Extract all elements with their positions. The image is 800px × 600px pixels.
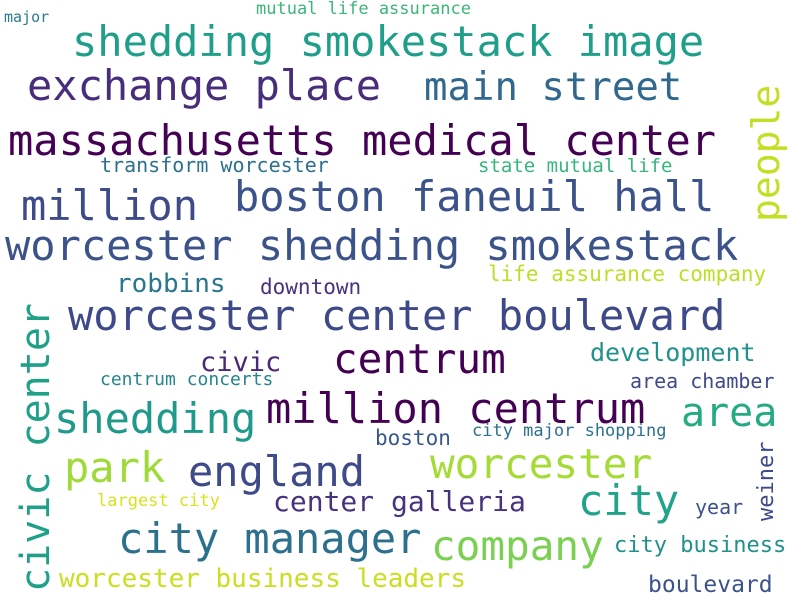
word-massachusetts-medical-center: massachusetts medical center: [8, 116, 717, 165]
word-company: company: [431, 522, 604, 570]
word-centrum: centrum: [333, 335, 506, 383]
word-development: development: [590, 338, 756, 367]
word-worcester: worcester: [430, 440, 653, 488]
word-people: people: [744, 84, 788, 222]
word-major: major: [4, 8, 50, 26]
word-civic: civic: [200, 347, 282, 378]
word-million: million: [21, 181, 199, 230]
word-area: area: [681, 390, 778, 436]
word-exchange-place: exchange place: [27, 61, 382, 110]
word-worcester-business-leaders: worcester business leaders: [59, 564, 466, 594]
word-weiner: weiner: [754, 441, 779, 521]
word-shedding-smokestack-image: shedding smokestack image: [72, 17, 705, 66]
word-city-manager: city manager: [118, 514, 422, 563]
word-centrum-concerts: centrum concerts: [100, 369, 274, 390]
word-city-business: city business: [614, 533, 787, 558]
word-mutual-life-assurance: mutual life assurance: [256, 0, 471, 19]
word-worcester-center-boulevard: worcester center boulevard: [68, 291, 726, 340]
word-shedding: shedding: [54, 394, 257, 443]
word-city: city: [578, 476, 680, 525]
word-million-centrum: million centrum: [266, 384, 646, 433]
word-boulevard: boulevard: [648, 572, 773, 598]
word-park: park: [64, 443, 166, 492]
word-year: year: [695, 495, 744, 519]
word-state-mutual-life: state mutual life: [478, 155, 673, 177]
word-largest-city: largest city: [97, 491, 220, 511]
word-boston: boston: [375, 426, 451, 450]
word-civic-center: civic center: [13, 303, 59, 592]
word-life-assurance-company: life assurance company: [488, 262, 767, 286]
word-boston-faneuil-hall: boston faneuil hall: [234, 172, 715, 221]
word-england: england: [188, 447, 366, 496]
word-robbins: robbins: [116, 269, 226, 299]
word-center-galleria: center galleria: [273, 485, 526, 518]
word-downtown: downtown: [260, 275, 362, 299]
word-main-street: main street: [424, 65, 683, 110]
word-transform-worcester: transform worcester: [100, 153, 329, 177]
word-city-major-shopping: city major shopping: [472, 421, 667, 441]
word-worcester-shedding-smokestack: worcester shedding smokestack: [5, 221, 739, 270]
word-area-chamber: area chamber: [630, 369, 775, 393]
